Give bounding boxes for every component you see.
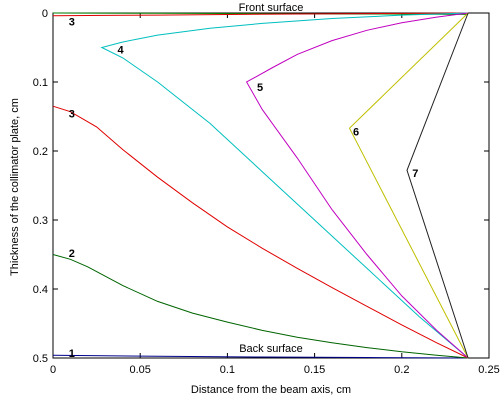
series-line-3: [52, 105, 469, 359]
series-line-8: [406, 12, 469, 359]
y-tick-label: 0.5: [33, 353, 48, 365]
series-line-1: [52, 12, 469, 15]
curve-label-3: 3: [69, 16, 75, 28]
series-line-4: [52, 12, 469, 17]
x-tick-label: 0.25: [478, 364, 499, 376]
y-axis-ticks: 0 0.1 0.2 0.3 0.4 0.5: [33, 8, 489, 365]
curve-label-6: 6: [353, 127, 359, 139]
x-tick-label: 0.05: [129, 364, 150, 376]
curve-label-5: 5: [257, 82, 263, 94]
series-line-2: [52, 254, 469, 359]
curve-label-4: 4: [118, 45, 125, 57]
curve-labels: 1 2 3 3 4 5 6 7: [69, 16, 419, 360]
series-line-6: [245, 12, 469, 359]
curve-label-3: 3: [69, 109, 75, 121]
back-surface-annotation: Back surface: [239, 343, 303, 355]
curve-label-7: 7: [412, 168, 418, 180]
series-line-0: [52, 354, 469, 359]
plot-area: [52, 12, 490, 359]
series-line-7: [348, 12, 469, 359]
front-surface-annotation: Front surface: [239, 2, 304, 14]
x-tick-label: 0.2: [394, 364, 409, 376]
x-axis-ticks: 0 0.05 0.1 0.15 0.2 0.25: [50, 13, 500, 376]
y-tick-label: 0.1: [33, 77, 48, 89]
y-tick-label: 0.3: [33, 215, 48, 227]
x-axis-label: Distance from the beam axis, cm: [191, 384, 351, 396]
y-tick-label: 0.2: [33, 146, 48, 158]
x-tick-label: 0.15: [304, 364, 325, 376]
series-layer: [52, 12, 469, 359]
y-tick-label: 0: [42, 8, 48, 20]
y-axis-label: Thickness of the collimator plate, cm: [9, 98, 21, 276]
x-tick-label: 0: [50, 364, 56, 376]
x-tick-label: 0.1: [220, 364, 235, 376]
curve-label-2: 2: [69, 248, 75, 260]
y-tick-label: 0.4: [33, 284, 48, 296]
series-line-5: [100, 12, 469, 359]
curve-label-1: 1: [69, 348, 75, 360]
